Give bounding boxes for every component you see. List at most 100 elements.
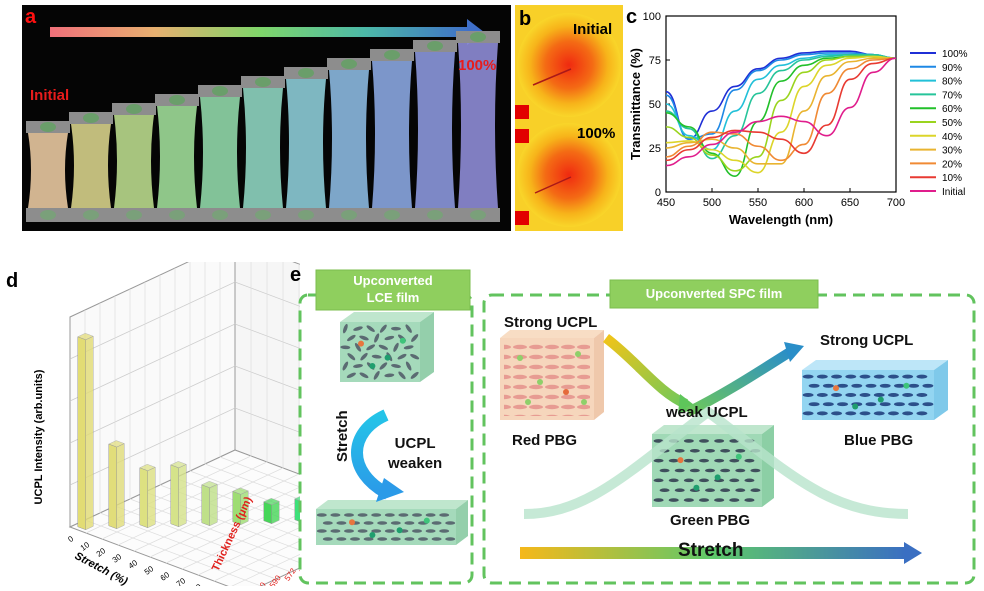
mesogen-rod	[859, 374, 871, 379]
mesogen-rod	[344, 513, 354, 517]
mesogen-rod	[405, 324, 412, 333]
bar-0	[77, 332, 94, 531]
nanoparticle	[833, 385, 839, 392]
bar-60	[263, 497, 280, 525]
mesogen-rod	[837, 402, 849, 407]
mesogen-rod	[445, 521, 456, 525]
mesogen-rod	[322, 521, 333, 525]
nanoparticle	[903, 382, 910, 389]
mesogen-rod	[720, 448, 731, 453]
x-tick-label: 600	[795, 197, 813, 209]
mesogen-rod	[668, 498, 679, 502]
mesogen-rod	[744, 458, 755, 463]
nanoparticle	[358, 340, 364, 347]
nanoparticle	[384, 354, 391, 361]
film-sample	[112, 103, 156, 222]
legend-label: 40%	[942, 132, 962, 143]
stretch-gradient-arrow-shaft	[50, 27, 470, 37]
mesogen-rod	[873, 393, 885, 397]
ucpl-weaken-label: UCPL weaken	[388, 434, 442, 474]
bar-20	[139, 463, 156, 529]
nanoparticle	[877, 396, 884, 403]
mesogen-rod	[922, 383, 934, 388]
y-tick-label: 75	[649, 55, 661, 67]
mesogen-rod	[750, 468, 761, 473]
mesogen-rod	[359, 372, 369, 379]
mesogen-rod	[353, 364, 363, 368]
x-tick-label: 450	[657, 197, 675, 209]
mesogen-rod	[683, 498, 694, 502]
nanoparticle	[537, 379, 543, 385]
mesogen-rod	[390, 537, 401, 541]
legend-label: 60%	[942, 104, 962, 115]
mesogen-rod	[359, 335, 369, 341]
stretch-bar-label: Stretch	[678, 540, 744, 561]
mesogen-rod	[865, 402, 877, 407]
bar-30	[170, 461, 187, 528]
nanoparticle	[581, 399, 587, 405]
edge-marker	[515, 211, 529, 225]
mesogen-rod	[699, 439, 709, 443]
film-sample	[241, 76, 285, 222]
mesogen-rod	[353, 326, 363, 331]
mesogen-rod	[699, 478, 709, 483]
mesogen-rod	[729, 498, 740, 502]
initial-state-label: Initial	[30, 87, 70, 104]
bar-10	[108, 440, 125, 530]
nanoparticle	[369, 363, 376, 369]
mesogen-rod	[908, 383, 920, 388]
mesogen-rod	[831, 393, 843, 397]
mesogen-rod	[374, 333, 380, 343]
mesogen-rod	[705, 448, 715, 453]
mesogen-rod	[831, 374, 843, 379]
mesogen-rod	[922, 402, 934, 407]
mesogen-rod	[714, 458, 725, 463]
transmittance-plot: 450 500 550 600 650 700 0 25 50 75 100 Wavelength (…	[628, 11, 968, 227]
stretch-tick-label: 80	[191, 582, 204, 586]
legend-label: 100%	[942, 49, 968, 60]
panel-a-canvas	[26, 19, 500, 222]
mesogen-rod	[802, 374, 814, 379]
nanoparticle	[349, 519, 355, 526]
mesogen-rod	[393, 342, 399, 352]
ucpl-weaken-line1: UCPL	[394, 435, 436, 452]
mesogen-rod	[342, 361, 349, 371]
legend-label: 10%	[942, 173, 962, 184]
mesogen-rod	[316, 529, 327, 533]
mesogen-rod	[347, 334, 356, 342]
mesogen-rod	[873, 374, 885, 379]
mesogen-rod	[729, 458, 740, 463]
legend-label: 30%	[942, 146, 962, 157]
mesogen-rod	[735, 448, 746, 453]
series-line-10%	[665, 57, 897, 162]
nanoparticle	[396, 527, 403, 534]
mesogen-rod	[410, 353, 420, 360]
y-axis-label: Transmittance (%)	[628, 48, 643, 160]
film-sample-row	[26, 31, 500, 222]
mesogen-rod	[366, 325, 375, 332]
mesogen-rod	[893, 402, 905, 407]
mesogen-rod	[384, 513, 395, 517]
mesogen-rod	[384, 529, 395, 533]
mesogen-rod	[404, 537, 415, 541]
mesogen-rod	[668, 478, 679, 483]
mesogen-rod	[340, 345, 351, 350]
background-soft-arc	[523, 405, 909, 519]
mesogen-rod	[363, 537, 374, 541]
mesogen-rod	[439, 529, 450, 533]
mesogen-rod	[879, 383, 891, 388]
series-line-30%	[665, 57, 896, 165]
nanoparticle	[563, 389, 569, 395]
film-sample	[284, 67, 328, 222]
y-tick-label: 25	[649, 143, 661, 155]
mesogen-rod	[379, 324, 387, 333]
mesogen-rod	[837, 383, 849, 388]
stretch-tick-label: 50	[143, 564, 156, 577]
stretch-bar	[520, 547, 906, 559]
mesogen-rod	[808, 402, 820, 407]
stretch-tick-label: 30	[111, 552, 124, 565]
mesogen-rod	[705, 488, 715, 493]
mesogen-rod	[360, 352, 368, 361]
mesogen-rod	[346, 372, 356, 379]
stretched-pattern-label: 100%	[577, 125, 616, 142]
